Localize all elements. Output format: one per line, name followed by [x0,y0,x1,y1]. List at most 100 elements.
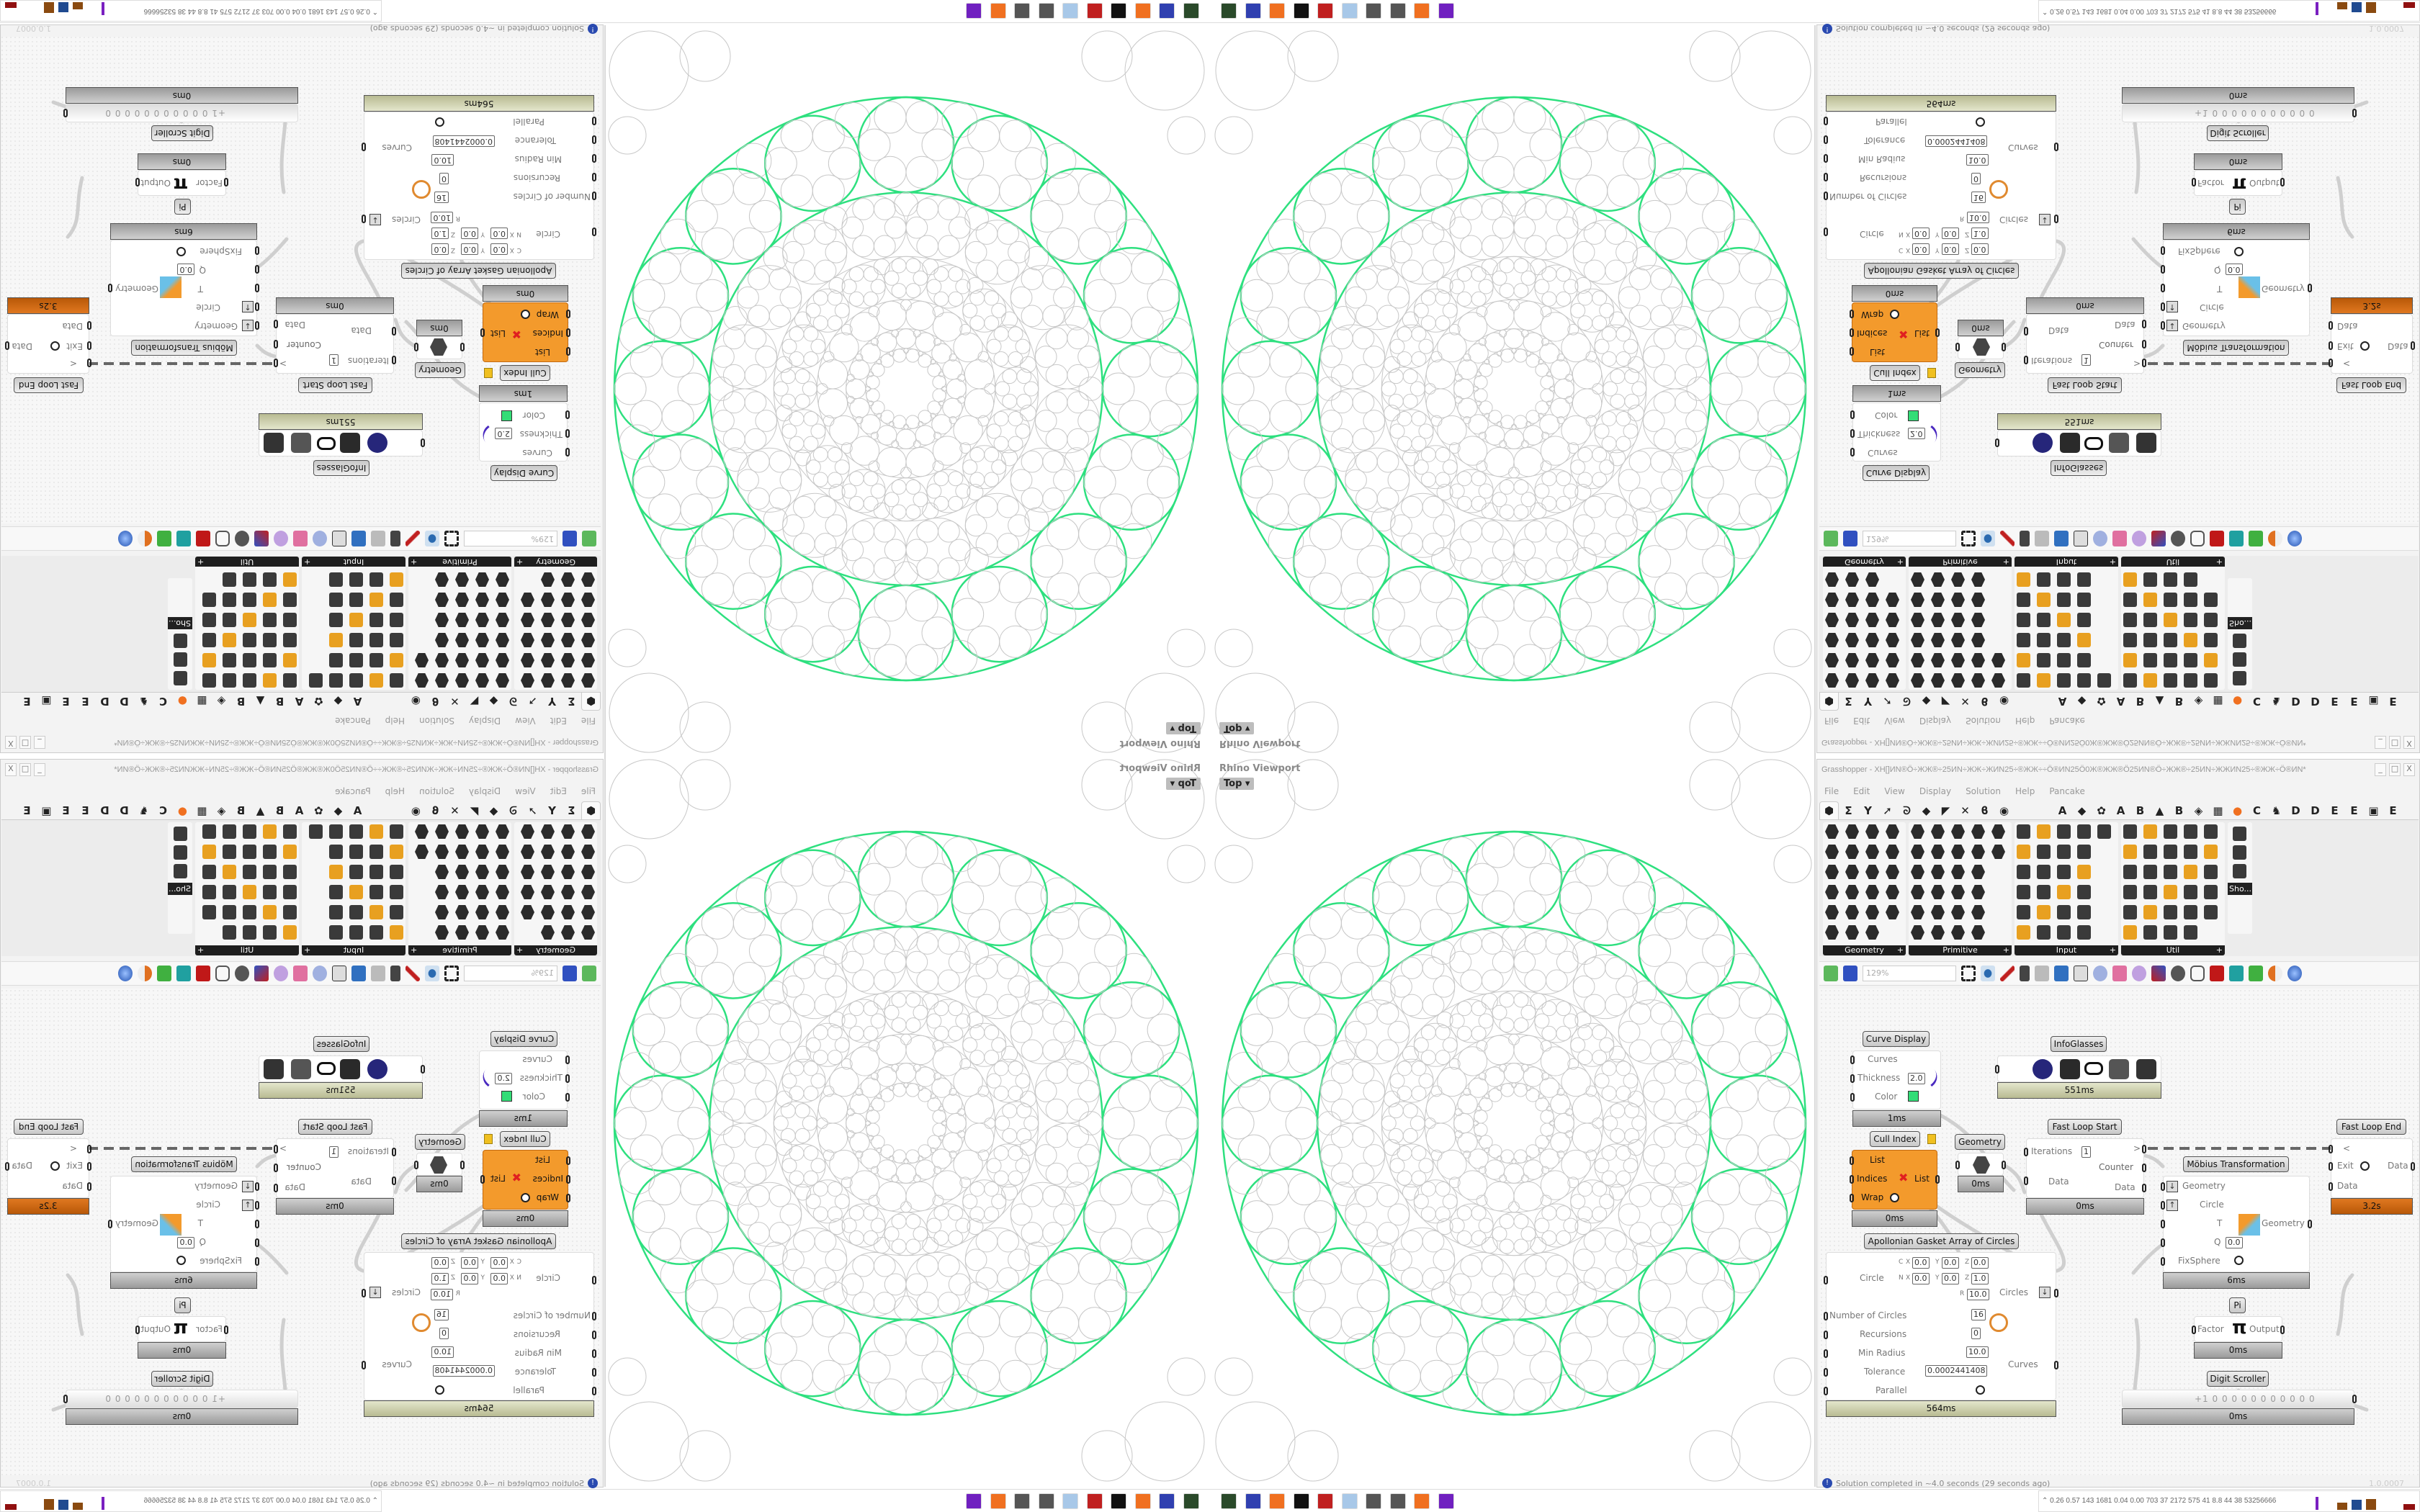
input-grip[interactable] [255,321,259,330]
component-icon[interactable] [1911,865,1924,879]
menu-display[interactable]: Display [468,786,501,796]
rooster-icon[interactable]: ♞ [2271,695,2282,708]
input-curves[interactable]: Curves [522,1054,552,1064]
component-icon[interactable] [2164,905,2177,919]
q-value[interactable]: 0.0 [177,264,194,275]
component-icon[interactable] [329,653,343,667]
component-icon[interactable] [1886,865,1899,879]
input-grip[interactable] [392,1176,396,1185]
input-grip[interactable] [255,1238,259,1247]
terminal-icon[interactable] [1366,1493,1381,1509]
input-grip[interactable] [255,1182,259,1191]
expand-icon[interactable]: + [304,557,311,567]
component-icon[interactable] [390,593,403,607]
input-grip[interactable] [255,1257,259,1266]
render-icon[interactable] [118,966,133,981]
surface-icon[interactable]: ◆ [1922,695,1931,708]
component-icon[interactable] [329,845,343,859]
preview-shaded-icon[interactable] [196,531,210,546]
cull-index-label[interactable]: Cull Index [500,1131,550,1147]
component-icon[interactable] [455,824,469,839]
input-grip[interactable] [2024,1148,2028,1156]
component-icon[interactable] [496,925,509,940]
infoglasses-label[interactable]: InfoGlasses [313,460,369,476]
shield-icon[interactable]: ◈ [217,804,226,817]
terminal-green-icon[interactable] [1183,3,1199,19]
component-icon[interactable] [1886,653,1899,667]
plugin-a2-icon[interactable]: A [295,804,304,817]
output-grip[interactable] [2352,1395,2357,1403]
component-icon[interactable] [435,673,449,688]
intersect-icon[interactable]: ✕ [450,804,460,817]
component-icon[interactable] [390,572,403,587]
component-icon[interactable] [2037,905,2051,919]
input-fixsphere[interactable]: FixSphere [200,1256,242,1266]
input-grip[interactable] [255,302,259,311]
input-thickness[interactable]: Thickness [1857,1073,1901,1083]
r-value[interactable]: 10.0 [431,212,453,223]
geometry-param-component[interactable] [414,1153,465,1176]
component-icon[interactable] [223,845,236,859]
gha-icon[interactable] [351,531,366,546]
plugin-e2-icon[interactable]: E [62,695,70,708]
menu-help[interactable]: Help [385,786,405,796]
search-icon[interactable] [313,531,327,546]
input-circle[interactable]: Circle [196,302,220,312]
pi-label[interactable]: Pi [2229,1297,2246,1313]
output-grip[interactable] [108,1220,112,1228]
component-icon[interactable] [283,865,297,879]
component-icon[interactable] [283,905,297,919]
preview-off-icon[interactable] [2171,531,2185,546]
input-t[interactable]: T [197,284,203,294]
parallel-toggle[interactable] [435,1385,444,1395]
component-icon[interactable] [496,613,509,627]
input-fixsphere[interactable]: FixSphere [2178,246,2220,256]
grasshopper-canvas[interactable]: Curve Display Curves Thickness 2.0 Color… [1819,989,2419,1475]
orange-dot-icon[interactable]: ● [2232,695,2243,708]
n-x[interactable]: 0.0 [490,228,508,239]
output-curves[interactable]: Curves [2008,143,2038,153]
expand-icon[interactable]: + [411,557,418,567]
input-min-radius[interactable]: Min Radius [514,1348,562,1358]
input-circle[interactable]: Circle [1860,229,1884,239]
input-grip[interactable] [2192,178,2196,186]
input-grip[interactable] [592,173,596,181]
component-icon[interactable] [2017,885,2030,899]
plugin-e3-icon[interactable]: E [2389,804,2397,817]
input-exit[interactable]: Exit [66,1161,83,1171]
component-icon[interactable] [496,673,509,688]
component-icon[interactable] [435,824,449,839]
presentation-icon[interactable] [2233,634,2246,648]
c-y[interactable]: 0.0 [461,243,478,255]
preview-shaded-icon[interactable] [196,966,210,981]
params-hex-icon[interactable]: ⬢ [1819,692,1839,711]
save-icon[interactable] [563,966,577,981]
input-grip[interactable] [2024,356,2028,364]
terminal-icon[interactable] [1389,1493,1406,1509]
component-icon[interactable] [329,633,343,647]
minimize-button[interactable]: _ [34,736,45,749]
input-grip[interactable] [2024,1176,2028,1185]
comment-icon[interactable] [484,368,493,378]
component-icon[interactable] [561,633,575,647]
expand-icon[interactable]: + [2109,557,2116,567]
component-icon[interactable] [1991,653,2005,667]
input-color[interactable]: Color [1875,1092,1898,1102]
component-icon[interactable] [369,824,383,839]
mobius-label[interactable]: Möbius Transformation [2183,340,2289,356]
cluster-icon[interactable] [390,966,400,981]
component-icon[interactable] [2057,593,2071,607]
component-icon[interactable] [475,653,489,667]
component-icon[interactable] [561,593,575,607]
component-icon[interactable] [455,613,469,627]
component-icon[interactable] [2143,845,2157,859]
menu-pancake[interactable]: Pancake [335,786,371,796]
fixsphere-toggle[interactable] [176,247,186,256]
component-icon[interactable] [521,673,534,688]
component-icon[interactable] [1865,865,1879,879]
component-icon[interactable] [455,633,469,647]
r-value[interactable]: 10.0 [1967,1289,1989,1300]
package-icon[interactable] [293,531,308,546]
component-icon[interactable] [349,845,363,859]
plugin-c-icon[interactable]: C [2252,695,2261,708]
